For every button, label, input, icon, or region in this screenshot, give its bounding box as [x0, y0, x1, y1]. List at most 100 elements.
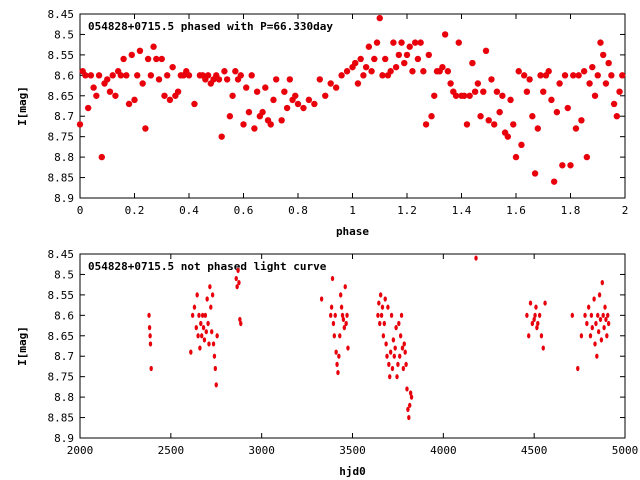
data-point	[474, 80, 482, 87]
data-point	[540, 88, 547, 95]
data-point	[598, 316, 603, 323]
data-point	[352, 59, 359, 67]
data-point	[234, 275, 238, 282]
data-point	[528, 300, 533, 306]
data-point	[125, 100, 133, 108]
data-point	[335, 361, 339, 367]
data-point	[190, 312, 195, 318]
data-point	[342, 325, 347, 331]
data-point	[383, 296, 387, 302]
data-point	[533, 312, 537, 318]
data-point	[408, 390, 413, 396]
data-point	[333, 312, 337, 318]
data-point	[147, 325, 152, 331]
data-point	[123, 72, 130, 79]
data-point	[405, 386, 409, 392]
data-point	[327, 80, 334, 87]
data-points	[147, 255, 611, 421]
data-point	[259, 108, 266, 116]
data-point	[422, 121, 430, 128]
x-tick-label: 2000	[67, 444, 94, 457]
data-point	[512, 153, 520, 161]
data-point	[493, 88, 501, 95]
y-tick-label: 8.75	[48, 131, 75, 144]
data-point	[390, 365, 395, 372]
y-tick-label: 8.6	[54, 309, 74, 322]
data-point	[166, 96, 174, 104]
data-point	[215, 76, 223, 83]
data-point	[332, 333, 337, 339]
data-point	[536, 320, 540, 327]
data-point	[592, 296, 596, 302]
data-point	[104, 76, 111, 83]
data-point	[148, 341, 153, 347]
plot-frame	[79, 13, 626, 199]
data-point	[377, 300, 381, 306]
data-point	[202, 337, 207, 343]
data-point	[142, 125, 149, 132]
data-point	[253, 88, 261, 95]
data-point	[407, 414, 411, 421]
data-point	[586, 80, 593, 87]
data-point	[530, 320, 535, 327]
data-point	[414, 55, 422, 63]
data-point	[596, 312, 600, 318]
data-point	[354, 80, 362, 87]
data-point	[373, 39, 381, 46]
data-point	[87, 72, 95, 79]
data-point	[529, 113, 536, 120]
data-point	[376, 312, 380, 318]
data-point	[214, 382, 218, 388]
data-point	[431, 92, 438, 99]
data-point	[411, 39, 419, 46]
data-point	[343, 68, 351, 75]
data-point	[403, 51, 411, 59]
data-point	[270, 96, 277, 104]
data-point	[365, 43, 373, 50]
data-point	[292, 92, 299, 99]
data-point	[382, 320, 386, 327]
data-point	[245, 108, 253, 116]
data-point	[602, 325, 606, 331]
x-axis-label: hjd0	[339, 465, 366, 478]
x-tick-label: 1	[349, 204, 356, 217]
data-point	[570, 312, 575, 318]
data-point	[213, 365, 218, 372]
data-point	[305, 96, 313, 104]
data-point	[401, 59, 408, 67]
data-point	[591, 92, 599, 99]
data-point	[526, 76, 533, 83]
data-point	[545, 68, 552, 75]
data-point	[610, 100, 618, 108]
data-point	[341, 316, 346, 323]
data-point	[606, 312, 610, 318]
data-point	[572, 125, 580, 132]
data-point	[147, 312, 151, 318]
data-point	[564, 104, 571, 112]
data-point	[215, 333, 219, 339]
data-point	[499, 92, 506, 99]
data-point	[150, 43, 157, 50]
data-point	[76, 121, 84, 128]
data-point	[161, 92, 168, 99]
data-point	[485, 117, 492, 124]
x-tick-label: 4500	[521, 444, 548, 457]
data-point	[379, 312, 384, 318]
data-point	[392, 353, 396, 359]
data-point	[578, 117, 585, 124]
data-point	[82, 72, 89, 79]
data-point	[539, 333, 544, 339]
data-point	[409, 68, 416, 75]
data-point	[588, 333, 593, 339]
data-point	[605, 59, 612, 67]
data-point	[93, 92, 100, 99]
data-point	[229, 92, 236, 99]
data-point	[406, 43, 413, 50]
data-point	[601, 312, 605, 318]
data-point	[477, 113, 484, 120]
data-point	[204, 329, 208, 335]
data-point	[385, 353, 389, 359]
data-point	[594, 320, 598, 327]
data-point	[197, 312, 201, 318]
x-tick-label: 0.8	[288, 204, 308, 217]
